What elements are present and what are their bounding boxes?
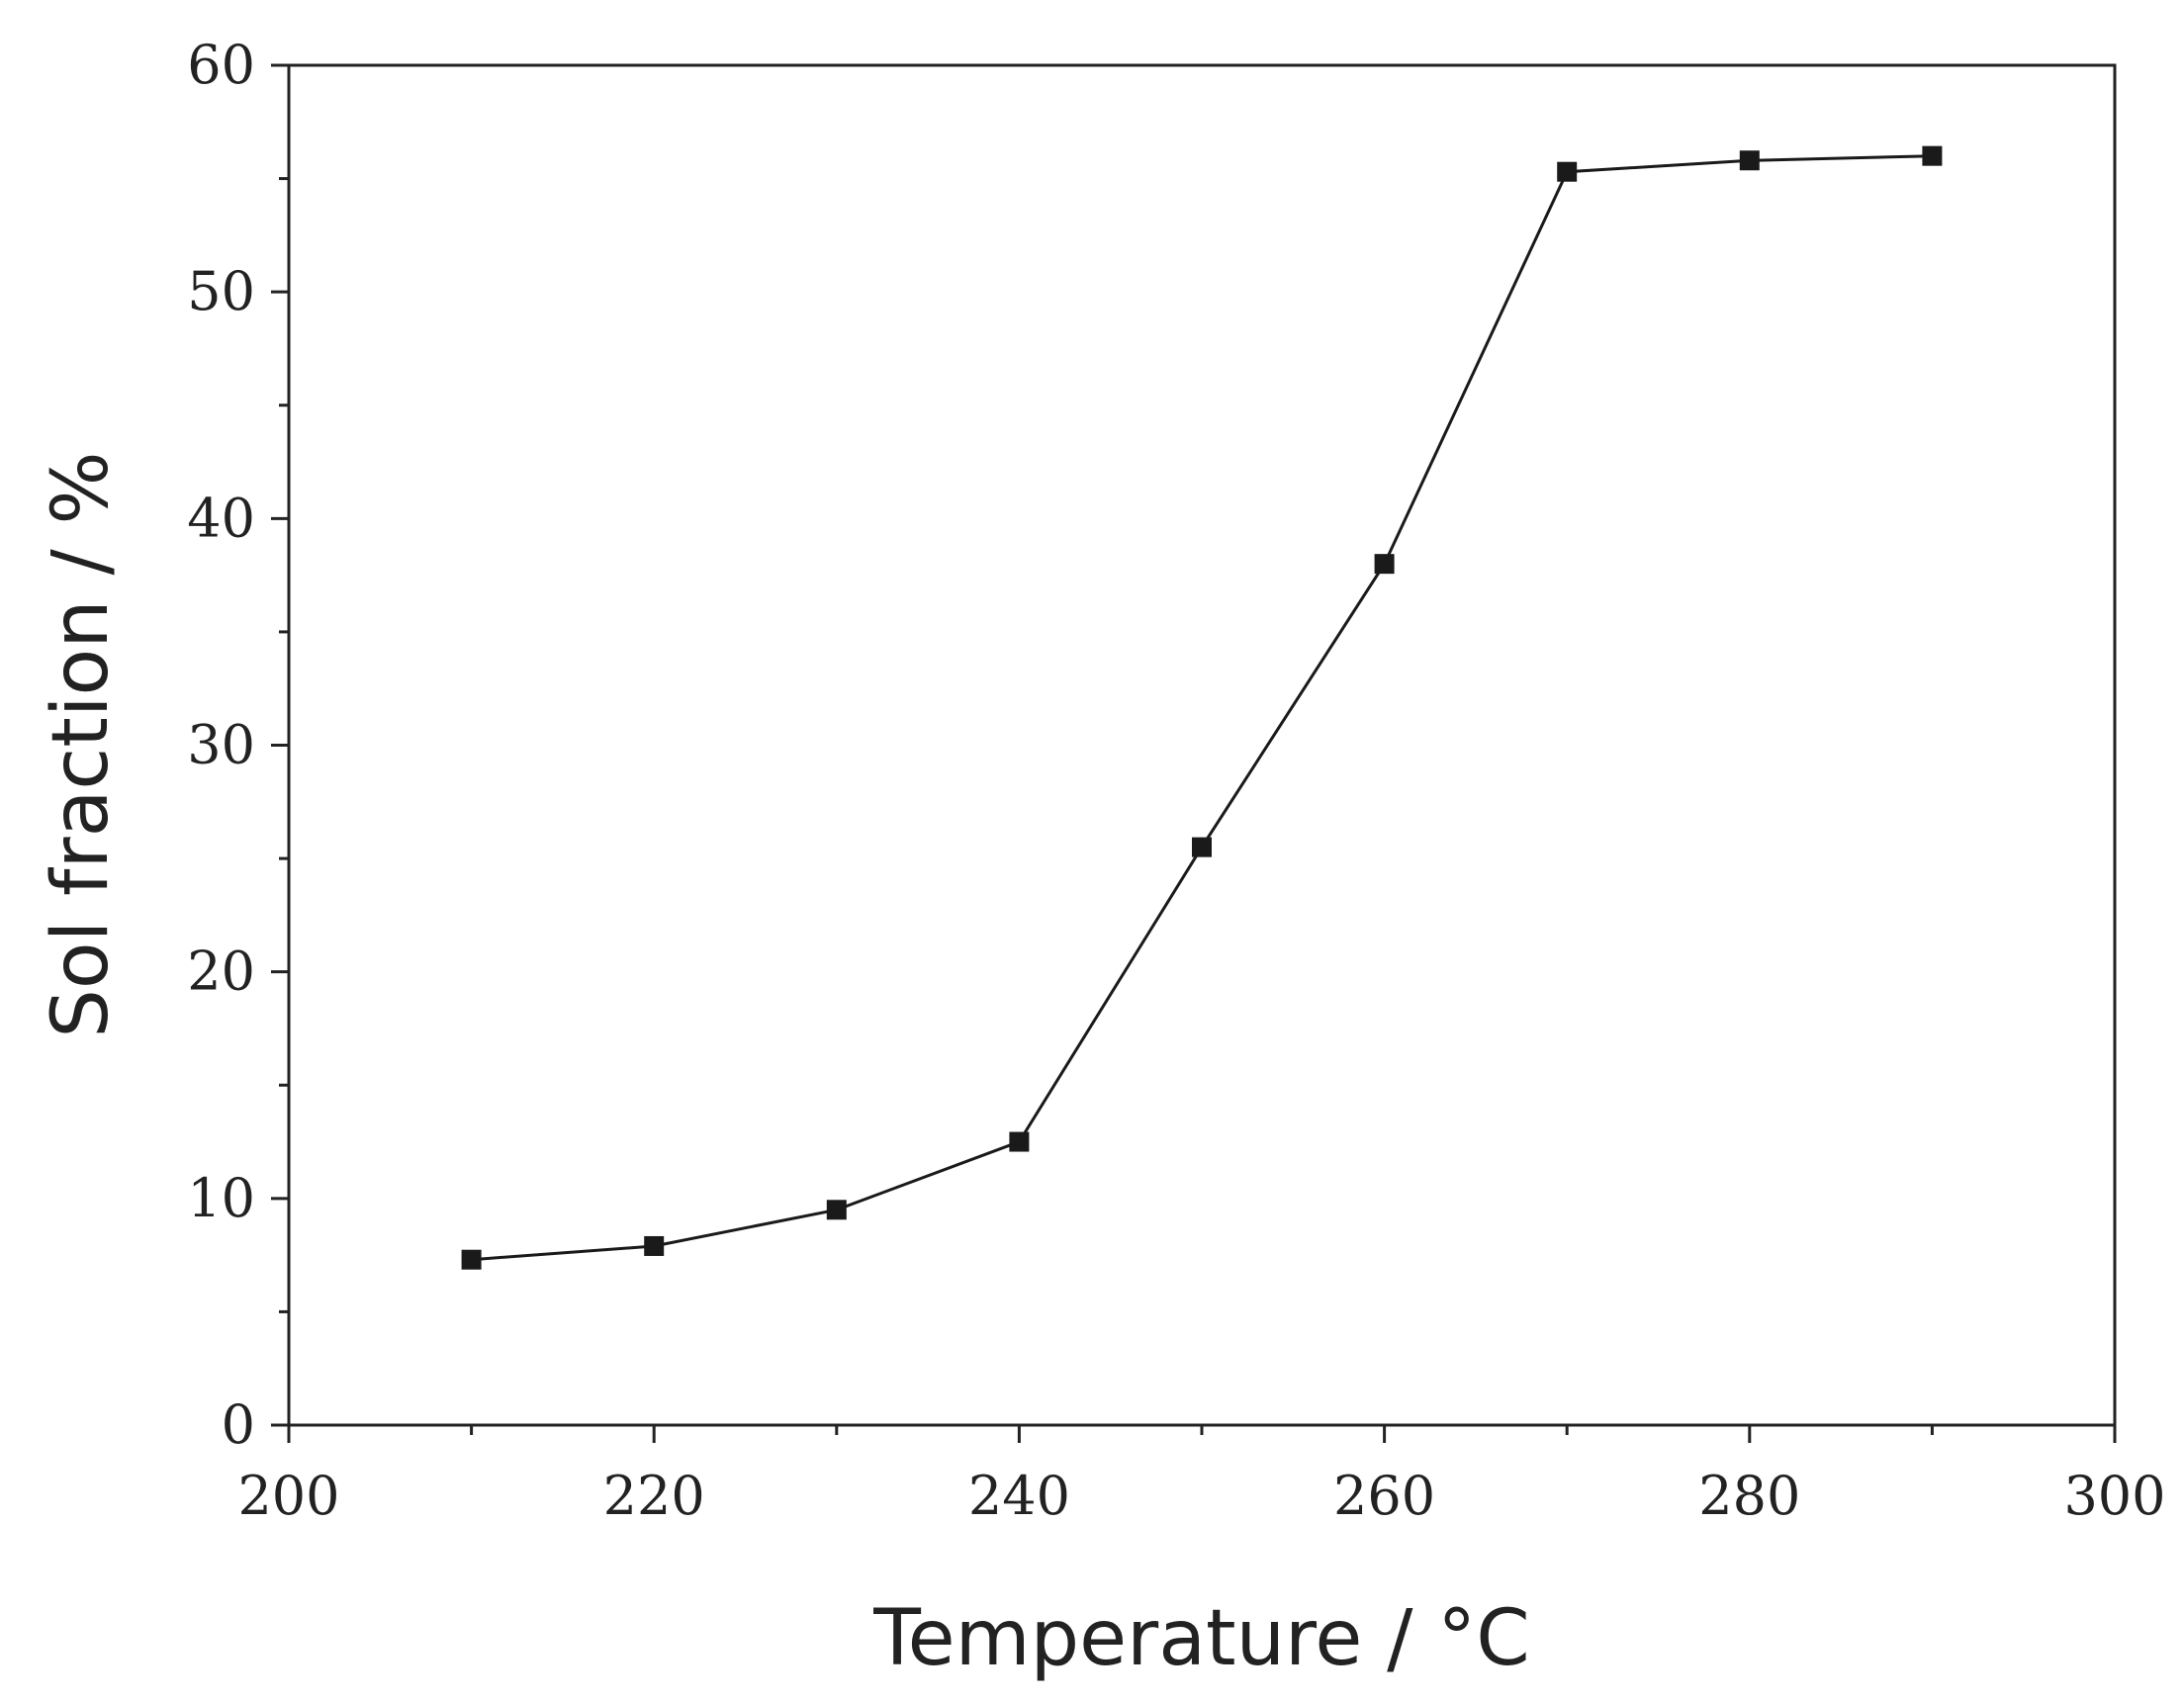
y-tick-label: 40 [187, 487, 255, 549]
data-point-marker [1922, 145, 1943, 166]
y-tick-label: 0 [222, 1393, 255, 1456]
y-tick-label: 10 [187, 1167, 255, 1229]
x-axis-title: Temperature / °C [872, 1594, 1529, 1683]
y-axis-title: Sol fraction / % [37, 451, 126, 1037]
data-point-marker [1009, 1131, 1030, 1152]
data-point-marker [826, 1200, 847, 1220]
y-tick-label: 20 [187, 941, 255, 1003]
series-layer [461, 145, 1943, 1270]
data-point-marker [1739, 150, 1760, 171]
y-tick-label: 30 [187, 714, 255, 776]
x-tick-label: 260 [1333, 1465, 1435, 1527]
y-tick-label: 50 [187, 260, 255, 322]
data-point-marker [1557, 161, 1578, 182]
data-point-marker [1374, 554, 1395, 575]
x-tick-label: 280 [1698, 1465, 1800, 1527]
x-tick-label: 220 [603, 1465, 705, 1527]
data-point-marker [1192, 837, 1212, 857]
plot-area-frame [287, 63, 2117, 1427]
data-point-marker [461, 1249, 482, 1270]
x-tick-label: 200 [237, 1465, 339, 1527]
x-tick-label: 300 [2063, 1465, 2165, 1527]
data-point-marker [644, 1235, 665, 1256]
y-tick-label: 60 [187, 34, 255, 96]
x-tick-label: 240 [968, 1465, 1070, 1527]
series-line [471, 154, 1933, 1262]
y-axis-ticks: 0 10 20 30 40 50 60 [187, 34, 289, 1456]
x-axis-ticks: 200 220 240 260 280 300 [237, 1425, 2166, 1527]
